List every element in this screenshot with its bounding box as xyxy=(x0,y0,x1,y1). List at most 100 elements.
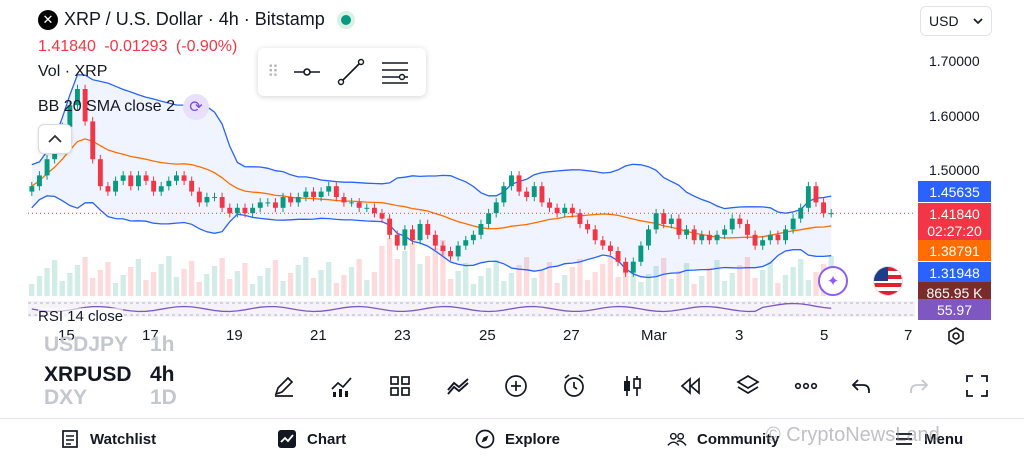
brush-icon[interactable] xyxy=(255,368,313,404)
volume-bar xyxy=(425,256,431,296)
volume-bar xyxy=(493,260,499,296)
volume-bar xyxy=(463,263,469,296)
symbol-picker[interactable]: USDJPY 1h XRPUSD 4h DXY 1D xyxy=(44,333,177,413)
volume-bar xyxy=(52,260,58,296)
candle-body xyxy=(722,229,728,235)
volume-bar xyxy=(600,264,606,296)
candle-body xyxy=(805,186,811,208)
volume-bar xyxy=(90,278,96,296)
candle-body xyxy=(44,159,50,176)
more-icon[interactable] xyxy=(777,368,835,404)
volume-bar xyxy=(280,281,286,296)
volume-bar xyxy=(257,276,263,296)
trend-line-tool-icon[interactable] xyxy=(334,55,368,89)
volume-bar xyxy=(181,269,187,296)
volume-bar xyxy=(485,268,492,296)
candle-body xyxy=(212,197,217,198)
refresh-icon[interactable]: ⟳ xyxy=(182,94,209,120)
fullscreen-icon[interactable] xyxy=(948,368,1006,404)
chart-area[interactable] xyxy=(0,0,1024,350)
nav-chart[interactable]: Chart xyxy=(277,429,346,449)
candle-body xyxy=(440,245,446,251)
volume-bar xyxy=(737,265,743,296)
bb-legend[interactable]: BB 20 SMA close 2 ⟳ xyxy=(38,94,209,120)
candle-body xyxy=(105,186,111,192)
candle-body xyxy=(493,202,499,214)
ai-assistant-icon[interactable]: ✦ xyxy=(818,266,848,296)
time-tick: 23 xyxy=(394,327,411,344)
time-tick: 15 xyxy=(58,327,75,344)
undo-icon[interactable] xyxy=(832,368,890,404)
volume-bar xyxy=(310,278,317,296)
candle-body xyxy=(592,229,598,241)
symbol-row-active[interactable]: XRPUSD 4h xyxy=(44,363,177,390)
nav-explore[interactable]: Explore xyxy=(475,429,560,449)
candle-body xyxy=(333,186,339,197)
candle-body xyxy=(181,175,187,181)
horizontal-line-tool-icon[interactable] xyxy=(290,55,324,89)
symbol-row[interactable]: DXY 1D xyxy=(44,386,177,413)
candle-body xyxy=(714,234,720,241)
bb-label: BB 20 SMA close 2 xyxy=(38,98,175,115)
replay-icon[interactable] xyxy=(661,368,719,404)
compare-icon[interactable] xyxy=(429,368,487,404)
volume-bar xyxy=(630,261,636,296)
candle-body xyxy=(828,213,834,215)
volume-bar xyxy=(569,267,575,296)
candle-body xyxy=(547,202,552,208)
candle-body xyxy=(227,207,233,214)
rsi-tag: 55.97 xyxy=(918,299,991,320)
candle-body xyxy=(745,224,750,235)
bb-lower-tag: 1.31948 xyxy=(918,262,991,283)
layouts-icon[interactable] xyxy=(371,368,429,404)
volume-legend[interactable]: Vol · XRP xyxy=(38,63,108,80)
add-icon[interactable] xyxy=(487,368,545,404)
volume-bar xyxy=(782,275,789,296)
compass-icon xyxy=(475,429,495,449)
candle-body xyxy=(661,213,667,224)
chart-settings-icon[interactable] xyxy=(946,326,966,346)
candle-body xyxy=(562,207,568,214)
volume-bar xyxy=(584,280,591,296)
volume-bar xyxy=(729,273,735,296)
nav-menu[interactable]: Menu xyxy=(894,429,963,449)
candle-body xyxy=(425,224,431,235)
volume-tag: 865.95 K xyxy=(918,282,991,303)
nav-community[interactable]: Community xyxy=(667,429,780,449)
candle-body xyxy=(364,207,370,209)
symbol-name: DXY xyxy=(44,386,88,409)
candle-body xyxy=(790,218,796,230)
candle-body xyxy=(539,186,545,203)
collapse-legend-button[interactable] xyxy=(38,124,72,154)
currency-select[interactable]: USD xyxy=(920,6,992,36)
candle-body xyxy=(219,197,225,208)
candle-body xyxy=(478,224,484,235)
fib-lines-tool-icon[interactable] xyxy=(378,55,412,89)
nav-watchlist[interactable]: Watchlist xyxy=(60,429,156,449)
price-chart[interactable] xyxy=(0,0,1024,350)
candle-body xyxy=(737,218,743,224)
alert-clock-icon[interactable] xyxy=(545,368,603,404)
volume-bar xyxy=(562,275,568,296)
time-tick: 19 xyxy=(226,327,243,344)
chevron-up-icon xyxy=(48,134,62,143)
candle-body xyxy=(653,213,659,230)
redo-icon[interactable] xyxy=(890,368,948,404)
candles-icon[interactable] xyxy=(603,368,661,404)
rsi-legend[interactable]: RSI 14 close xyxy=(38,308,124,325)
candle-body xyxy=(706,234,712,241)
volume-bar xyxy=(508,273,515,296)
candle-body xyxy=(189,180,195,192)
candle-body xyxy=(174,175,179,181)
drag-handle-icon[interactable]: ⠿ xyxy=(267,64,279,81)
time-tick: 27 xyxy=(563,327,580,344)
indicators-icon[interactable] xyxy=(313,368,371,404)
symbol-legend[interactable]: ✕ XRP / U.S. Dollar · 4h · Bitstamp xyxy=(38,9,355,30)
candle-body xyxy=(387,218,393,235)
layers-icon[interactable] xyxy=(719,368,777,404)
volume-bar xyxy=(341,275,347,296)
volume-bar xyxy=(577,259,583,296)
us-flag-icon[interactable] xyxy=(873,266,903,296)
volume-bar xyxy=(295,265,301,296)
symbol-row[interactable]: USDJPY 1h xyxy=(44,333,177,360)
